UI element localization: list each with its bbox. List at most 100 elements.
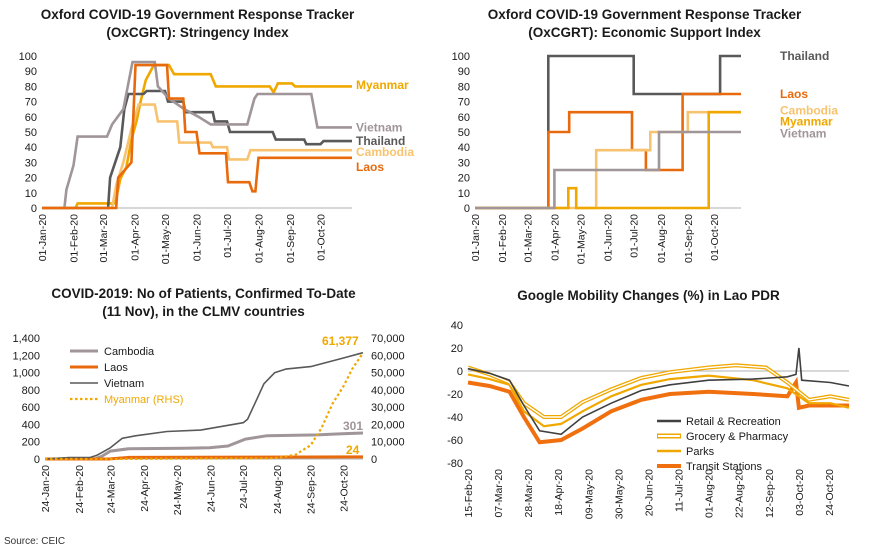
confirmed-patients-plot: 0 200 400 600 800 1,000 1,200 1,400 24-Jan-20 24-…: [12, 333, 405, 515]
y-tick-label: 70: [25, 97, 37, 109]
data-label-301: 301: [343, 419, 363, 433]
series-label-thailand: Thailand: [780, 49, 829, 63]
x-tick-label: 22-Aug-20: [734, 469, 746, 518]
y-tick-label: 90: [458, 66, 470, 78]
x-tick-label: 01-Jan-20: [37, 214, 49, 261]
chart-title-line-1: COVID-2019: No of Patients, Confirmed To…: [51, 286, 356, 301]
y2-tick-label: 60,000: [371, 350, 405, 362]
x-tick-label: 28-Mar-20: [523, 469, 535, 518]
y-tick-label: 400: [22, 419, 40, 431]
y-tick-label: 0: [34, 454, 40, 466]
data-label-61-377: 61,377: [322, 334, 359, 348]
x-tick-label: 07-Mar-20: [493, 469, 505, 518]
legend-label-cambodia: Cambodia: [104, 346, 155, 358]
y-tick-label: 30: [458, 157, 470, 169]
series-label-vietnam: Vietnam: [780, 127, 826, 141]
series-line-vietnam: [44, 351, 364, 460]
x-tick-label: 24-Feb-20: [74, 465, 86, 514]
x-tick-label: 01-Oct-20: [709, 214, 721, 261]
x-tick-label: 24-Jan-20: [40, 465, 52, 512]
series-line-cambodia: [42, 103, 352, 210]
y2-tick-label: 0: [371, 454, 377, 466]
chart-title: COVID-2019: No of Patients, Confirmed To…: [0, 285, 421, 321]
x-tick-label: 24-Jun-20: [206, 465, 218, 512]
economic-support-plot: 0 10 20 30 40 50 60 70 80 90 100 01-Jan-20 01-Feb-20…: [452, 49, 839, 264]
series-line-cambodia: [475, 110, 741, 210]
x-tick-label: 24-Apr-20: [139, 465, 151, 512]
series-line-laos: [42, 63, 352, 210]
series-line-myanmar-rhs: [45, 352, 364, 461]
google-mobility-chart: Google Mobility Changes (%) in Lao PDR -…: [435, 283, 870, 535]
y-tick-label: 100: [19, 51, 37, 63]
y-tick-label: 800: [22, 385, 40, 397]
data-label-24: 24: [346, 443, 360, 457]
y-tick-label: -20: [447, 389, 463, 401]
x-tick-label: 01-Jul-20: [629, 214, 641, 258]
x-tick-label: 24-Aug-20: [272, 465, 284, 514]
x-tick-label: 18-Apr-20: [553, 469, 565, 516]
x-tick-label: 01-Feb-20: [69, 214, 81, 263]
x-tick-label: 11-Jul-20: [674, 469, 686, 512]
series-line-vietnam: [42, 60, 352, 210]
series-label-thailand: Thailand: [356, 134, 405, 148]
x-tick-label: 01-Sep-20: [683, 214, 695, 263]
chart-title: Oxford COVID-19 Government Response Trac…: [427, 6, 862, 42]
series-label-cambodia: Cambodia: [780, 104, 838, 118]
series-label-laos: Laos: [356, 160, 384, 174]
x-tick-label: 01-Aug-20: [704, 469, 716, 518]
chart-title-line-1: Oxford COVID-19 Government Response Trac…: [487, 7, 802, 22]
x-tick-label: 01-Mar-20: [98, 214, 110, 263]
series-label-myanmar: Myanmar: [780, 114, 833, 128]
y2-tick-label: 20,000: [371, 419, 405, 431]
series-line-myanmar: [475, 110, 741, 210]
series-label-myanmar: Myanmar: [356, 78, 409, 92]
series-label-cambodia: Cambodia: [356, 145, 414, 159]
x-tick-label: 24-Sep-20: [306, 465, 318, 514]
series-line-retail-recreation: [467, 347, 850, 436]
x-tick-label: 01-Sep-20: [285, 214, 297, 263]
y-tick-label: 40: [451, 320, 463, 332]
series-line-cambodia: [44, 431, 364, 461]
x-tick-label: 01-Aug-20: [656, 214, 668, 263]
y-tick-label: 1,000: [12, 368, 40, 380]
stringency-index-chart: Oxford COVID-19 Government Response Trac…: [0, 0, 435, 280]
y-tick-label: 600: [22, 402, 40, 414]
y-tick-label: 0: [457, 366, 463, 378]
legend-label-grocery-pharmacy: Grocery & Pharmacy: [686, 431, 789, 443]
y-tick-label: 60: [25, 112, 37, 124]
legend-label-laos: Laos: [104, 362, 128, 374]
legend-label-myanmar-rhs: Myanmar (RHS): [104, 394, 183, 406]
x-tick-label: 01-Jan-20: [470, 214, 482, 261]
x-tick-label: 09-May-20: [583, 469, 595, 519]
x-tick-label: 01-Feb-20: [497, 214, 509, 263]
x-tick-label: 24-Oct-20: [338, 465, 350, 512]
y-tick-label: 50: [25, 127, 37, 139]
source-note: Source: CEIC: [4, 536, 66, 547]
confirmed-patients-chart: COVID-2019: No of Patients, Confirmed To…: [0, 283, 435, 535]
y-tick-label: 200: [22, 437, 40, 449]
y-tick-label: 20: [458, 173, 470, 185]
y-tick-label: 40: [25, 142, 37, 154]
chart-title-line-2: (OxCGRT): Economic Support Index: [528, 25, 761, 40]
x-tick-label: 15-Feb-20: [463, 469, 475, 518]
x-tick-label: 01-May-20: [576, 214, 588, 264]
y2-tick-label: 30,000: [371, 402, 405, 414]
x-tick-label: 30-May-20: [613, 469, 625, 519]
series-line-vietnam: [475, 130, 741, 210]
y-tick-label: -40: [447, 412, 463, 424]
x-tick-label: 24-May-20: [172, 465, 184, 515]
x-tick-label: 20-Jun-20: [643, 469, 655, 516]
series-line-laos: [475, 92, 741, 210]
x-tick-label: 01-Apr-20: [129, 214, 141, 261]
y-tick-label: 60: [458, 112, 470, 124]
y-tick-label: 1,400: [12, 333, 40, 345]
chart-title-line-1: Oxford COVID-19 Government Response Trac…: [40, 7, 355, 22]
legend-label-transit-stations: Transit Stations: [686, 461, 763, 473]
y-tick-label: 100: [452, 51, 470, 63]
y-tick-label: 20: [25, 173, 37, 185]
economic-support-index-chart: Oxford COVID-19 Government Response Trac…: [435, 0, 870, 280]
y-tick-label: 90: [25, 66, 37, 78]
series-label-laos: Laos: [780, 87, 808, 101]
x-tick-label: 01-Jun-20: [603, 214, 615, 261]
legend-label-retail-recreation: Retail & Recreation: [686, 416, 781, 428]
